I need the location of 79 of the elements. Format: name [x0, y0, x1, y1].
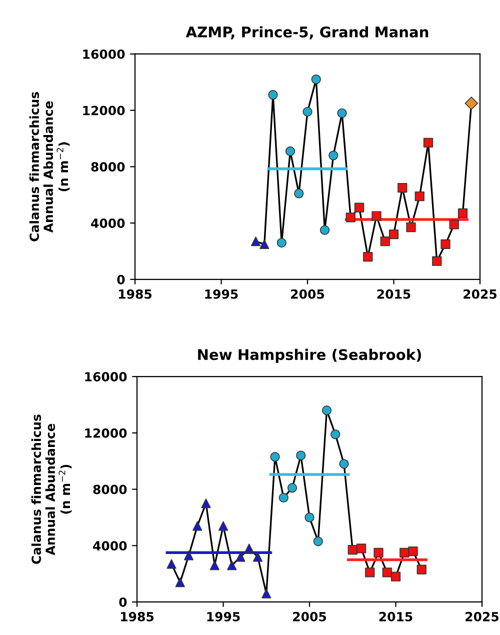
point: [464, 96, 478, 110]
point: [458, 208, 468, 218]
point: [294, 188, 304, 198]
point: [296, 450, 306, 460]
point: [382, 568, 392, 578]
point: [268, 90, 278, 100]
y-tick-label: 0: [119, 597, 127, 607]
chart-title: New Hampshire (Seabrook): [198, 348, 421, 363]
point: [320, 225, 330, 235]
point: [440, 239, 450, 249]
x-tick-label: 1985: [119, 289, 152, 299]
y-tick-label: 8000: [93, 484, 127, 494]
point: [278, 492, 288, 503]
point: [356, 544, 366, 554]
point: [313, 536, 323, 546]
x-tick-label: 2015: [377, 289, 410, 299]
x-tick-label: 2025: [464, 289, 497, 299]
point: [252, 552, 263, 562]
point: [311, 74, 321, 84]
point: [346, 212, 356, 222]
y-axis-title: Calanus finmarchicus Annual Abundance (n m$^{−2}$): [29, 92, 70, 242]
point: [339, 459, 349, 469]
y-tick-label: 12000: [85, 428, 127, 438]
y-tick-label: 12000: [83, 106, 125, 116]
point: [432, 256, 442, 266]
y-tick-label: 8000: [91, 162, 125, 172]
x-tick-label: 1995: [205, 289, 238, 299]
point: [175, 577, 185, 588]
point: [322, 406, 332, 416]
y-tick-label: 4000: [93, 541, 127, 551]
point: [262, 588, 272, 598]
point: [244, 544, 254, 554]
point: [328, 150, 338, 160]
point: [423, 138, 434, 148]
x-tick-label: 2015: [379, 612, 412, 622]
x-tick-label: 2025: [466, 612, 499, 622]
point: [374, 548, 384, 558]
point: [398, 183, 408, 193]
point: [270, 452, 280, 462]
point: [260, 239, 270, 249]
point: [236, 552, 246, 562]
point: [363, 252, 373, 262]
point: [380, 236, 390, 246]
y-tick-label: 0: [117, 274, 125, 284]
point: [372, 211, 382, 221]
point: [416, 564, 426, 574]
point: [250, 236, 261, 246]
y-tick-label: 4000: [91, 218, 125, 228]
point: [449, 220, 459, 230]
point: [192, 521, 202, 531]
chart-title: AZMP, Prince-5, Grand Manan: [186, 26, 428, 40]
y-tick-label: 16000: [85, 372, 127, 382]
y-tick-label: 16000: [83, 49, 125, 59]
point: [302, 106, 312, 117]
point: [330, 430, 340, 440]
point: [201, 498, 211, 508]
point: [365, 568, 375, 578]
point: [287, 483, 298, 493]
point: [285, 146, 296, 156]
y-axis-title: Calanus finmarchicus Annual Abundance (n m$^{−2}$): [31, 414, 72, 564]
point: [388, 230, 399, 240]
point: [414, 191, 424, 202]
x-tick-label: 2005: [291, 289, 324, 299]
point: [166, 559, 176, 569]
x-tick-label: 1985: [121, 612, 154, 622]
point: [184, 550, 194, 560]
x-tick-label: 2005: [293, 612, 326, 622]
point: [218, 521, 228, 531]
point: [304, 512, 314, 522]
point: [406, 222, 416, 232]
point: [400, 548, 410, 558]
point: [227, 560, 237, 570]
x-tick-label: 1995: [207, 612, 240, 622]
point: [354, 202, 364, 212]
point: [276, 238, 286, 248]
point: [408, 546, 418, 556]
point: [210, 560, 220, 570]
point: [337, 108, 347, 118]
point: [390, 572, 401, 582]
